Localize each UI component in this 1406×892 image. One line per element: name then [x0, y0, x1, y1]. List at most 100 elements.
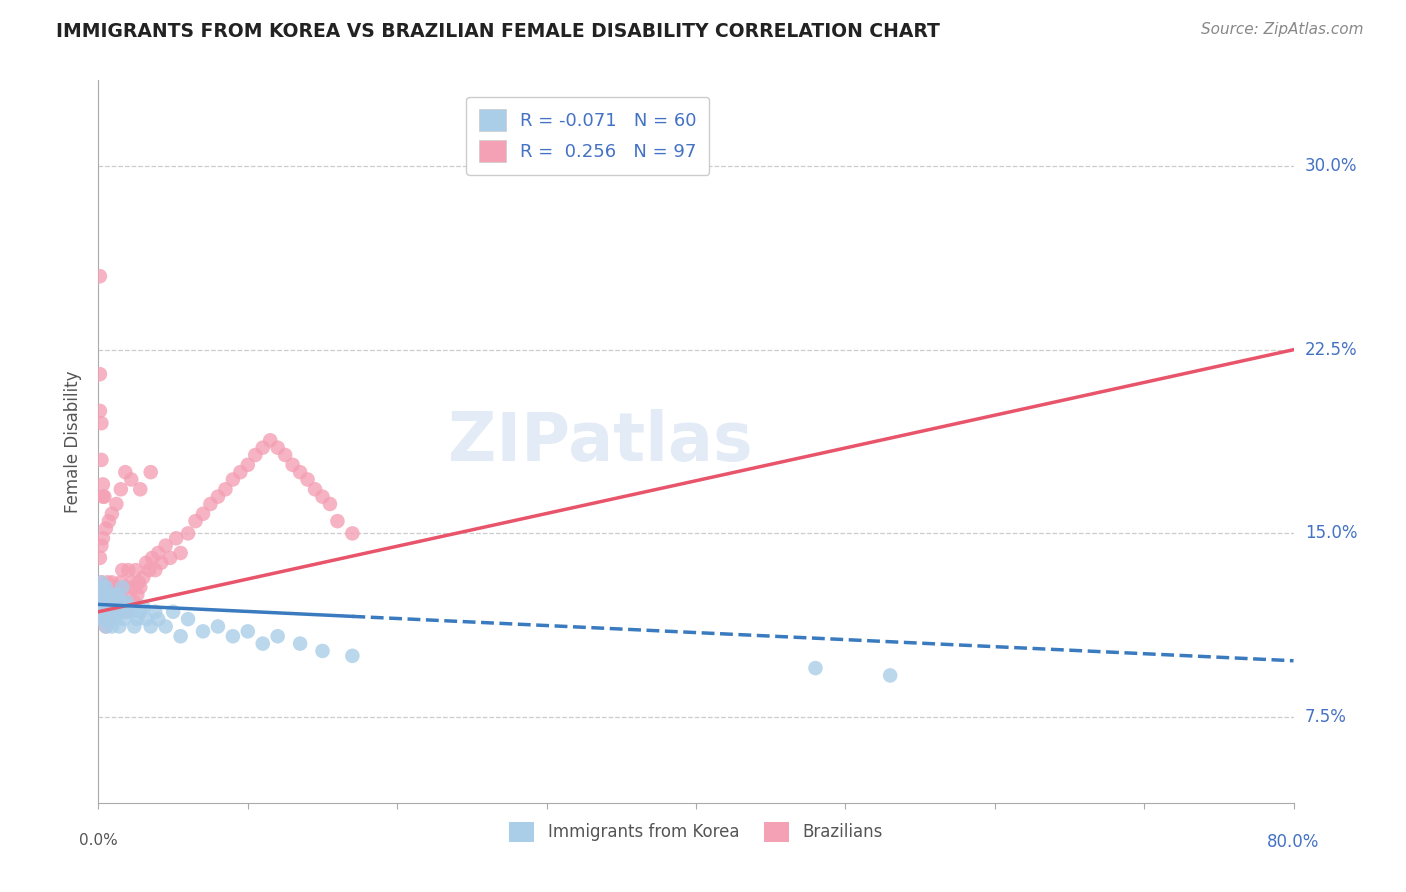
Point — [297, 473, 319, 487]
Point — [138, 563, 160, 577]
Point — [162, 605, 184, 619]
Point — [121, 580, 143, 594]
Point — [159, 550, 181, 565]
Point — [91, 580, 114, 594]
Point — [94, 619, 117, 633]
Point — [89, 588, 111, 602]
Point — [112, 612, 135, 626]
Point — [110, 595, 132, 609]
Point — [97, 612, 120, 626]
Text: 0.0%: 0.0% — [79, 833, 118, 848]
Point — [120, 605, 142, 619]
Point — [98, 605, 122, 619]
Point — [97, 580, 120, 594]
Point — [207, 619, 229, 633]
Point — [143, 563, 166, 577]
Point — [281, 458, 304, 472]
Point — [90, 599, 112, 614]
Point — [132, 570, 155, 584]
Point — [288, 637, 311, 651]
Text: 7.5%: 7.5% — [1305, 708, 1347, 726]
Point — [96, 605, 118, 619]
Point — [101, 599, 124, 614]
Point — [105, 497, 128, 511]
Point — [89, 550, 111, 565]
Point — [115, 605, 138, 619]
Point — [267, 629, 290, 643]
Point — [90, 453, 112, 467]
Text: Source: ZipAtlas.com: Source: ZipAtlas.com — [1201, 22, 1364, 37]
Point — [177, 612, 200, 626]
Point — [108, 588, 131, 602]
Point — [90, 612, 112, 626]
Text: IMMIGRANTS FROM KOREA VS BRAZILIAN FEMALE DISABILITY CORRELATION CHART: IMMIGRANTS FROM KOREA VS BRAZILIAN FEMAL… — [56, 22, 941, 41]
Point — [107, 599, 129, 614]
Point — [105, 580, 128, 594]
Point — [143, 605, 166, 619]
Point — [101, 575, 124, 590]
Point — [110, 483, 132, 497]
Point — [155, 619, 177, 633]
Point — [98, 588, 122, 602]
Point — [342, 526, 364, 541]
Point — [93, 490, 115, 504]
Point — [124, 595, 146, 609]
Point — [274, 448, 297, 462]
Point — [89, 588, 111, 602]
Point — [191, 507, 214, 521]
Point — [103, 605, 125, 619]
Point — [229, 465, 252, 479]
Point — [98, 605, 122, 619]
Legend: Immigrants from Korea, Brazilians: Immigrants from Korea, Brazilians — [502, 815, 890, 848]
Point — [90, 416, 112, 430]
Point — [93, 612, 115, 626]
Point — [132, 599, 155, 614]
Point — [245, 448, 267, 462]
Point — [90, 595, 112, 609]
Point — [89, 404, 111, 418]
Point — [311, 644, 333, 658]
Point — [97, 612, 120, 626]
Point — [101, 588, 124, 602]
Point — [98, 599, 122, 614]
Point — [129, 580, 152, 594]
Point — [114, 580, 136, 594]
Point — [97, 588, 120, 602]
Point — [104, 599, 127, 614]
Point — [93, 588, 115, 602]
Point — [103, 605, 125, 619]
Point — [129, 605, 152, 619]
Point — [222, 473, 245, 487]
Point — [91, 490, 114, 504]
Point — [91, 595, 114, 609]
Point — [91, 580, 114, 594]
Point — [129, 483, 152, 497]
Point — [90, 539, 112, 553]
Point — [104, 595, 127, 609]
Point — [124, 619, 146, 633]
Point — [165, 531, 187, 545]
Point — [311, 490, 333, 504]
Point — [120, 575, 142, 590]
Point — [112, 595, 135, 609]
Point — [101, 507, 124, 521]
Point — [89, 605, 111, 619]
Point — [191, 624, 214, 639]
Point — [90, 575, 112, 590]
Point — [207, 490, 229, 504]
Point — [141, 550, 163, 565]
Point — [105, 605, 128, 619]
Point — [111, 563, 134, 577]
Point — [252, 637, 274, 651]
Point — [288, 465, 311, 479]
Point — [128, 575, 150, 590]
Point — [96, 595, 118, 609]
Point — [118, 588, 141, 602]
Point — [103, 595, 125, 609]
Point — [150, 556, 173, 570]
Text: ZIPatlas: ZIPatlas — [449, 409, 752, 475]
Point — [125, 563, 148, 577]
Point — [94, 580, 117, 594]
Point — [319, 497, 342, 511]
Text: 15.0%: 15.0% — [1305, 524, 1357, 542]
